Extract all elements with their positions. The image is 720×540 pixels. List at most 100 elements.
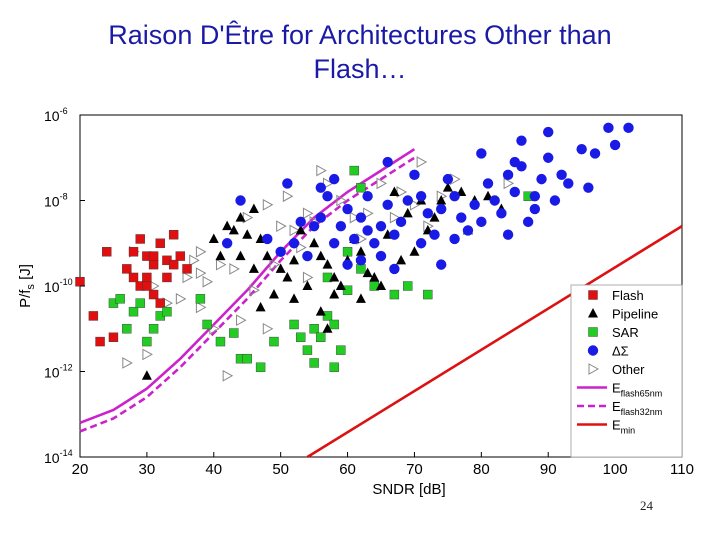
legend-label: ΔΣ <box>612 344 629 359</box>
data-point <box>255 362 266 372</box>
data-point <box>289 254 300 265</box>
data-point <box>389 211 401 224</box>
data-point <box>342 259 353 270</box>
data-point <box>275 263 286 273</box>
data-point <box>289 293 300 303</box>
legend-label: Other <box>612 362 645 377</box>
data-point <box>302 345 313 355</box>
data-point <box>255 301 266 312</box>
data-point <box>423 289 433 300</box>
data-point <box>108 332 119 342</box>
data-point <box>235 212 246 222</box>
y-axis-label: P/fs [J] <box>17 264 37 308</box>
data-point <box>389 229 400 240</box>
data-point <box>482 178 494 189</box>
y-tick-label: 10-6 <box>44 106 68 124</box>
data-point <box>342 203 353 215</box>
data-point <box>148 289 159 300</box>
data-point <box>375 250 387 262</box>
data-point <box>142 272 152 283</box>
data-point <box>476 148 487 159</box>
data-point <box>376 177 388 190</box>
data-point <box>389 186 400 196</box>
legend-item: Pipeline <box>588 307 658 322</box>
legend-marker <box>588 290 598 300</box>
x-tick-label: 80 <box>473 461 490 478</box>
data-point <box>403 281 413 291</box>
data-point <box>583 182 594 193</box>
x-tick-label: 20 <box>72 461 89 478</box>
data-point <box>376 280 386 290</box>
data-point <box>355 293 366 303</box>
legend-marker <box>587 345 599 356</box>
data-point <box>395 216 407 228</box>
data-point <box>502 229 514 240</box>
data-point <box>208 233 219 243</box>
legend-label: Flash <box>612 288 644 303</box>
data-point <box>229 328 239 338</box>
data-point <box>221 238 233 249</box>
data-point <box>362 225 373 236</box>
data-point <box>175 292 187 305</box>
data-point <box>222 220 233 231</box>
data-point <box>335 280 346 290</box>
data-point <box>268 289 279 299</box>
data-point <box>142 348 153 361</box>
data-point <box>329 289 340 299</box>
legend-label: Pipeline <box>612 307 658 322</box>
data-point <box>449 191 460 202</box>
data-point <box>375 220 387 232</box>
data-point <box>476 216 487 228</box>
data-point <box>469 199 480 210</box>
data-point <box>309 324 319 334</box>
data-point <box>215 336 226 347</box>
legend-marker <box>588 308 598 318</box>
data-point <box>389 289 400 300</box>
data-point <box>202 275 214 288</box>
data-point <box>289 224 301 237</box>
data-point <box>442 182 453 192</box>
data-point <box>509 156 520 168</box>
data-point <box>222 369 234 382</box>
data-point <box>342 285 353 295</box>
y-tick-exponent: -10 <box>60 277 73 287</box>
data-point <box>429 229 440 240</box>
data-point <box>128 247 139 257</box>
data-point <box>128 306 139 317</box>
legend-label-sub: flash65nm <box>621 389 663 399</box>
data-point <box>295 224 306 235</box>
data-point <box>623 122 634 134</box>
data-point <box>295 216 306 228</box>
data-point <box>416 156 428 168</box>
data-point <box>436 195 447 205</box>
data-point <box>275 246 286 257</box>
data-point <box>269 258 281 271</box>
legend-box <box>570 284 683 458</box>
data-point <box>249 284 260 297</box>
data-point <box>155 238 165 248</box>
legend-item: ΔΣ <box>587 344 629 359</box>
data-point <box>248 263 259 273</box>
y-tick-exponent: -12 <box>60 363 73 373</box>
data-point <box>322 259 333 269</box>
data-point <box>462 225 474 236</box>
tick-labels: 20 30 40 50 60 70 80 90 100 110 10-6 10-8 10-10 10-12… <box>44 106 694 478</box>
legend-item: Flash <box>588 288 644 303</box>
x-tick-label: 50 <box>272 461 289 478</box>
data-point <box>329 319 339 330</box>
slide-title: Raison D'Être for Architectures Other th… <box>0 18 720 86</box>
data-point <box>262 233 273 245</box>
data-point <box>215 258 227 271</box>
data-point <box>322 323 333 333</box>
data-point <box>141 370 152 380</box>
data-point <box>195 245 207 258</box>
data-point <box>276 220 287 232</box>
data-point <box>236 314 247 327</box>
data-point <box>369 238 380 249</box>
data-point <box>349 165 359 176</box>
data-point <box>456 212 467 223</box>
data-point <box>316 332 326 342</box>
data-point <box>282 271 293 282</box>
data-point <box>402 207 413 218</box>
